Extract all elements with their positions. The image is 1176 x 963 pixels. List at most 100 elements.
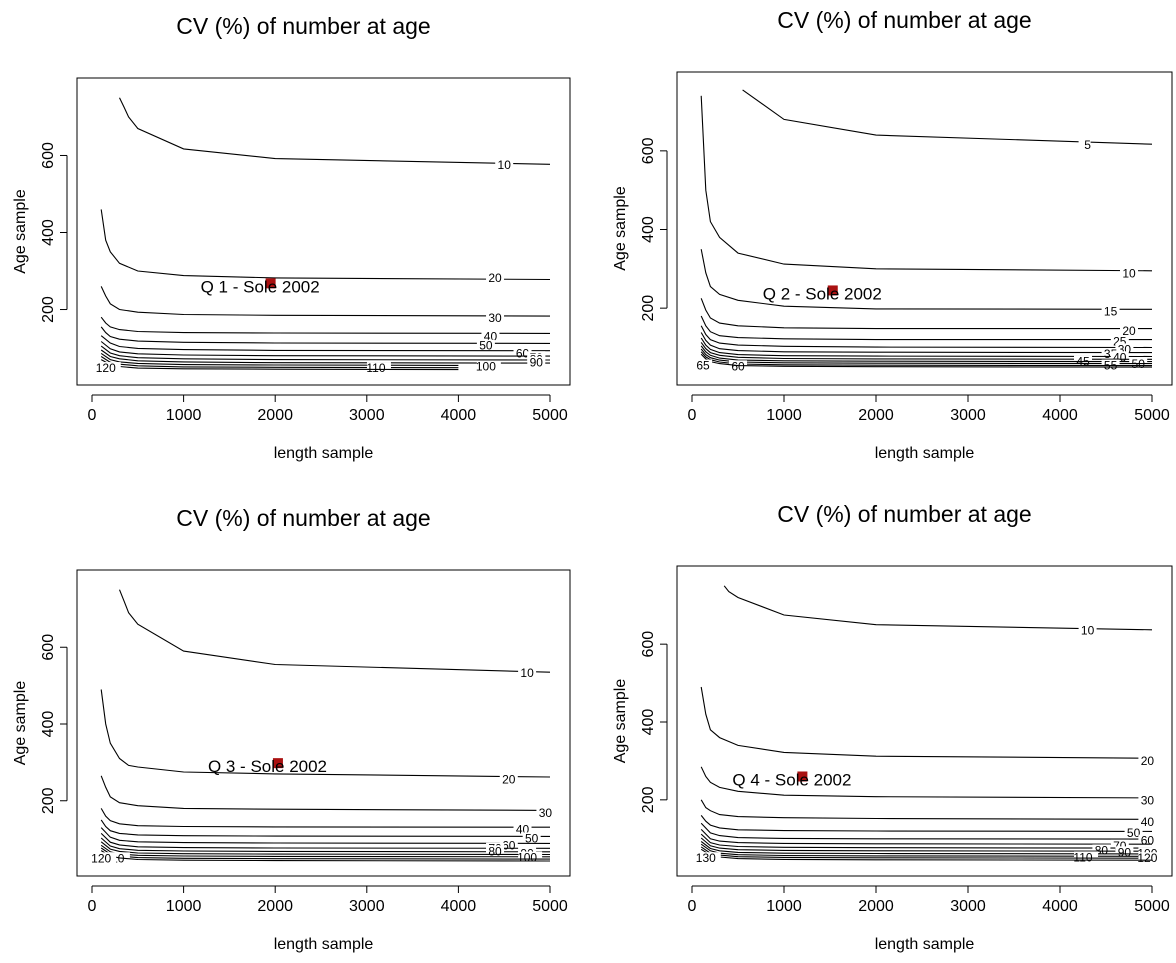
- y-tick-label: 400: [640, 216, 657, 243]
- contour-label-bg: [696, 852, 721, 865]
- contour-label-bg: [1124, 826, 1143, 839]
- contour-line-60: [100, 827, 551, 844]
- contour-label-bg: [729, 360, 747, 373]
- annotation-marker: [272, 758, 283, 769]
- contour-label-bg: [495, 159, 514, 172]
- x-tick-label: 0: [688, 407, 697, 424]
- y-tick-label: 600: [40, 142, 57, 169]
- y-tick-label: 400: [640, 709, 657, 736]
- contour-line-40: [100, 808, 551, 828]
- contour-label: 65: [696, 359, 710, 373]
- contour-line-45: [700, 342, 1153, 360]
- contour-label: 10: [1122, 267, 1136, 281]
- contour-label: 30: [488, 311, 502, 325]
- contour-line-10: [700, 95, 1153, 272]
- plot-frame: [676, 565, 1173, 877]
- x-tick-label: 0: [88, 407, 97, 424]
- x-tick-label: 2000: [257, 407, 293, 424]
- contour-line-70: [700, 829, 1153, 845]
- contour-label: 90: [530, 356, 544, 370]
- contour-label: 10: [498, 158, 512, 172]
- chart-panel-1: CV (%) of number at age 0 1000 2000 3000 4000…: [12, 13, 571, 462]
- contour-label: 20: [1141, 754, 1155, 768]
- contour-line-30: [700, 325, 1153, 349]
- contour-label: 30: [539, 806, 553, 820]
- contour-label-bg: [522, 832, 541, 845]
- contour-line-20: [100, 689, 551, 778]
- y-tick-label: 400: [40, 219, 57, 246]
- x-tick-label: 3000: [950, 407, 986, 424]
- contour-label-bg: [1078, 624, 1097, 637]
- plot-frame: [676, 71, 1173, 386]
- annotation-marker: [265, 278, 276, 289]
- y-tick-label: 600: [640, 631, 657, 658]
- x-axis-label: length sample: [875, 936, 975, 953]
- chart-panel-2: CV (%) of number at age 0 1000 2000 3000 4000…: [612, 7, 1173, 462]
- x-tick-label: 2000: [858, 898, 894, 915]
- contour-line-90: [700, 837, 1153, 852]
- x-tick-label: 2000: [257, 898, 293, 915]
- x-tick-label: 3000: [349, 407, 385, 424]
- x-tick-label: 5000: [532, 407, 568, 424]
- chart-title: CV (%) of number at age: [176, 13, 430, 39]
- contour-label: 10: [1081, 624, 1095, 638]
- contour-label-bg: [486, 312, 505, 324]
- contour-label: 5: [1084, 138, 1091, 152]
- contour-line-40: [100, 316, 551, 334]
- contour-line-80: [100, 345, 551, 361]
- x-tick-label: 5000: [532, 898, 568, 915]
- y-tick-label: 200: [40, 787, 57, 814]
- contour-line-50: [100, 819, 551, 837]
- plot-frame: [76, 77, 571, 386]
- x-tick-label: 4000: [1042, 407, 1078, 424]
- contour-label-bg: [92, 852, 117, 865]
- contour-line-50: [100, 326, 551, 344]
- chart-panel-3: CV (%) of number at age 0 1000 2000 3000 4000…: [12, 505, 571, 953]
- contour-label-bg: [1078, 138, 1091, 151]
- x-axis-label: length sample: [875, 445, 975, 462]
- y-axis-label: Age sample: [12, 681, 29, 766]
- contour-label-bg: [481, 330, 500, 343]
- plot-frame: [76, 569, 571, 877]
- chart-title: CV (%) of number at age: [777, 7, 1031, 33]
- contour-label: 50: [479, 339, 493, 353]
- contour-line-10: [119, 97, 551, 165]
- contour-label-bg: [486, 271, 505, 284]
- annotation-label: Q 4 - Sole 2002: [732, 770, 851, 789]
- contour-label-bg: [1120, 324, 1138, 337]
- y-tick-label: 200: [640, 295, 657, 322]
- x-tick-label: 3000: [950, 898, 986, 915]
- contour-label: 10: [520, 666, 534, 680]
- x-tick-label: 4000: [441, 407, 477, 424]
- y-tick-label: 600: [640, 137, 657, 164]
- contour-line-65: [700, 353, 1153, 368]
- contour-label-bg: [1138, 754, 1157, 767]
- y-tick-label: 600: [40, 634, 57, 661]
- y-axis-label: Age sample: [612, 186, 629, 271]
- contour-label-bg: [518, 666, 537, 679]
- x-axis-label: length sample: [274, 445, 374, 462]
- chart-title: CV (%) of number at age: [777, 501, 1031, 527]
- contour-label-bg: [476, 360, 501, 373]
- x-tick-label: 1000: [766, 898, 802, 915]
- contour-line-20: [100, 209, 551, 281]
- x-tick-label: 4000: [1042, 898, 1078, 915]
- chart-title: CV (%) of number at age: [176, 505, 430, 531]
- contour-line-50: [700, 345, 1153, 363]
- contour-line-40: [700, 337, 1153, 358]
- contour-label: 50: [1127, 826, 1141, 840]
- contour-label-bg: [694, 359, 713, 372]
- contour-label-bg: [499, 773, 518, 786]
- contour-label: 15: [1104, 304, 1118, 318]
- x-tick-label: 4000: [441, 898, 477, 915]
- contour-label-bg: [476, 339, 495, 352]
- contour-line-80: [700, 833, 1153, 849]
- x-tick-label: 2000: [858, 407, 894, 424]
- x-tick-label: 5000: [1134, 898, 1170, 915]
- y-tick-label: 200: [40, 296, 57, 323]
- contour-label-bg: [1120, 267, 1138, 280]
- y-tick-label: 400: [40, 711, 57, 738]
- contour-label: 110: [366, 361, 385, 375]
- contour-line-110: [700, 843, 1153, 857]
